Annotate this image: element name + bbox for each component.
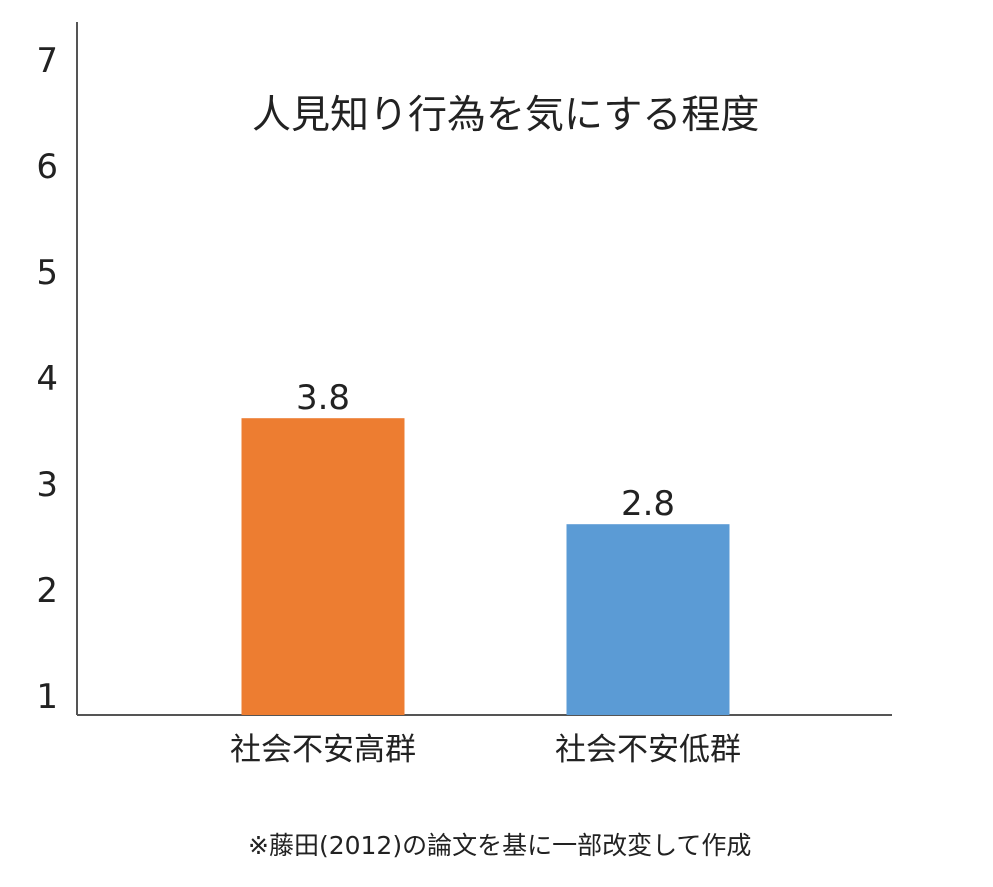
bar-value-label: 3.8 <box>296 378 350 418</box>
x-category-label: 社会不安低群 <box>555 732 741 768</box>
x-category-label: 社会不安高群 <box>230 732 416 768</box>
bar <box>241 418 405 715</box>
source-footnote: ※藤田(2012)の論文を基に一部改変して作成 <box>248 831 752 860</box>
y-tick-label: 7 <box>36 41 58 81</box>
bar-value-label: 2.8 <box>621 484 675 524</box>
y-tick-label: 1 <box>36 677 58 717</box>
y-tick-label: 5 <box>36 253 58 293</box>
bars: 3.8 2.8 <box>241 378 730 715</box>
y-tick-label: 3 <box>36 465 58 505</box>
y-tick-label: 6 <box>36 147 58 187</box>
y-tick-label: 2 <box>36 571 58 611</box>
chart-title: 人見知り行為を気にする程度 <box>252 93 759 138</box>
y-axis: 1 2 3 4 5 6 7 <box>36 22 892 717</box>
y-tick-label: 4 <box>36 359 58 399</box>
x-axis-labels: 社会不安高群 社会不安低群 <box>230 732 741 768</box>
bar <box>566 524 730 715</box>
